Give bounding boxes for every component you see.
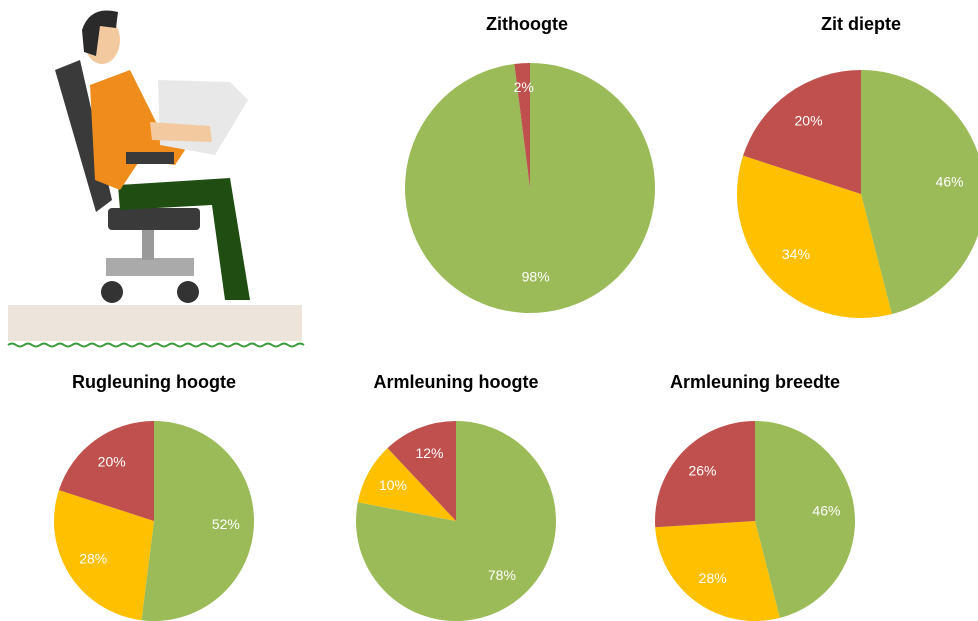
- data-label: 28%: [79, 550, 107, 566]
- pie-slice: [141, 421, 255, 621]
- data-label: 78%: [488, 567, 516, 583]
- wheel: [177, 281, 199, 303]
- hair: [82, 10, 118, 56]
- chair-post: [142, 230, 154, 260]
- data-label: 52%: [212, 516, 240, 532]
- data-label: 28%: [699, 570, 727, 586]
- data-label: 20%: [98, 453, 126, 469]
- pie-slice: [655, 521, 780, 621]
- data-label: 98%: [522, 269, 550, 285]
- paper: [158, 80, 248, 155]
- chair-base: [106, 258, 194, 276]
- illustration: [7, 10, 305, 348]
- data-label: 2%: [514, 79, 534, 95]
- chart-title: Zithoogte: [486, 14, 568, 34]
- data-label: 46%: [812, 503, 840, 519]
- pie-slice: [743, 69, 861, 194]
- pie-slice: [58, 421, 154, 521]
- data-label: 20%: [795, 112, 823, 128]
- chair-seat: [108, 208, 200, 230]
- chart-title: Armleuning breedte: [670, 372, 840, 392]
- floor: [8, 305, 302, 341]
- pie-slice: [53, 490, 154, 621]
- data-label: 10%: [379, 477, 407, 493]
- armrest: [126, 152, 174, 164]
- pie-slice: [861, 70, 978, 315]
- pie-slice: [737, 155, 892, 318]
- pie-slice: [755, 421, 855, 618]
- pie-slice: [357, 448, 456, 521]
- chart-title: Zit diepte: [821, 14, 901, 34]
- chart-title: Armleuning hoogte: [374, 372, 539, 392]
- wave-line: [7, 342, 305, 348]
- arm: [150, 122, 212, 142]
- chart-title: Rugleuning hoogte: [72, 372, 236, 392]
- data-label: 46%: [936, 174, 964, 190]
- pie-slice: [514, 63, 530, 188]
- data-label: 12%: [415, 445, 443, 461]
- data-label: 34%: [782, 246, 810, 262]
- legs: [118, 178, 250, 300]
- pie-slice: [387, 421, 456, 521]
- pie-slice: [655, 421, 755, 528]
- wheel: [101, 281, 123, 303]
- data-label: 26%: [688, 462, 716, 478]
